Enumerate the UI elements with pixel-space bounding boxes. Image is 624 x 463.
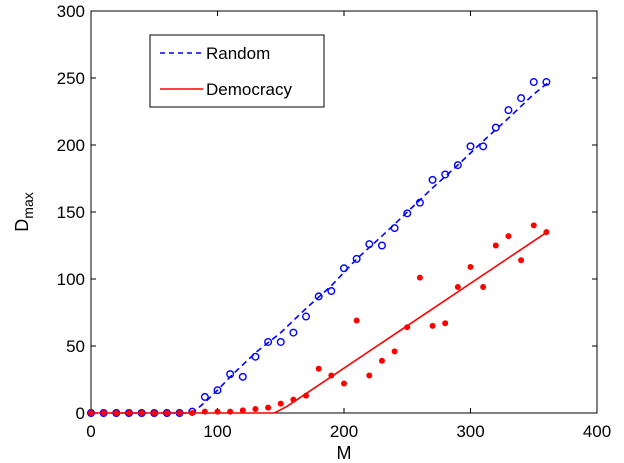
- y-tick-label: 200: [57, 136, 85, 155]
- x-axis-label: M: [337, 443, 352, 463]
- y-axis-label: Dmax: [12, 192, 36, 231]
- data-point-random: [276, 337, 285, 346]
- data-point-random: [504, 106, 513, 115]
- data-point-democracy: [265, 404, 272, 411]
- x-tick-label: 100: [203, 422, 231, 441]
- data-point-random: [238, 372, 247, 381]
- data-point-democracy: [277, 400, 284, 407]
- y-axis-label-main: D: [12, 219, 32, 232]
- data-point-democracy: [138, 410, 145, 416]
- y-tick-label: 50: [66, 337, 85, 356]
- data-point-democracy: [366, 372, 373, 379]
- data-point-democracy: [429, 322, 436, 329]
- y-tick-label: 0: [76, 404, 85, 423]
- data-point-democracy: [252, 405, 259, 412]
- data-point-democracy: [303, 392, 310, 399]
- y-tick-label: 300: [57, 2, 85, 21]
- data-point-random: [542, 78, 551, 87]
- data-point-democracy: [100, 410, 107, 416]
- data-point-democracy: [227, 408, 234, 415]
- data-point-random: [529, 78, 538, 87]
- data-point-random: [479, 142, 488, 151]
- data-point-random: [251, 352, 260, 361]
- data-point-democracy: [480, 284, 487, 291]
- data-point-democracy: [543, 229, 550, 236]
- data-point-democracy: [214, 408, 221, 415]
- data-point-democracy: [353, 317, 360, 324]
- legend-box: [149, 34, 325, 108]
- data-point-random: [213, 386, 222, 395]
- data-point-random: [264, 337, 273, 346]
- data-point-random: [200, 392, 209, 401]
- data-point-random: [314, 292, 323, 301]
- data-point-democracy: [416, 274, 423, 281]
- data-point-democracy: [189, 410, 196, 416]
- data-point-democracy: [113, 410, 120, 416]
- x-tick-label: 200: [330, 422, 358, 441]
- x-tick-label: 0: [86, 422, 95, 441]
- data-point-random: [226, 370, 235, 379]
- y-axis-ticks: 0 50 100 150 200 250 300: [57, 2, 597, 423]
- y-tick-label: 250: [57, 69, 85, 88]
- data-point-democracy: [125, 410, 132, 416]
- data-point-random: [428, 175, 437, 184]
- data-point-democracy: [341, 380, 347, 387]
- x-tick-label: 400: [583, 422, 611, 441]
- data-point-random: [441, 170, 450, 179]
- y-axis-label-subscript: max: [20, 192, 36, 218]
- svg-text:Dmax: Dmax: [12, 192, 36, 231]
- data-point-random: [377, 241, 386, 250]
- data-point-democracy: [328, 372, 335, 379]
- data-point-democracy: [454, 284, 461, 291]
- data-point-random: [453, 161, 462, 170]
- data-point-random: [365, 240, 374, 249]
- x-axis-ticks: 0 100 200 300 400: [86, 11, 611, 441]
- data-point-democracy: [315, 365, 322, 372]
- data-point-democracy: [151, 410, 158, 416]
- data-point-democracy: [378, 357, 385, 364]
- series-democracy: [88, 222, 550, 416]
- data-point-random: [491, 123, 500, 132]
- data-point-democracy: [176, 410, 183, 416]
- data-point-random: [327, 287, 336, 296]
- series-layer: [86, 78, 551, 418]
- y-tick-label: 150: [57, 203, 85, 222]
- data-point-democracy: [391, 348, 398, 355]
- data-point-democracy: [505, 233, 512, 240]
- y-tick-label: 100: [57, 270, 85, 289]
- data-point-democracy: [239, 407, 246, 414]
- data-point-random: [302, 312, 311, 321]
- legend-democracy-label: Democracy: [206, 80, 292, 99]
- data-point-democracy: [467, 263, 474, 270]
- data-point-random: [466, 142, 475, 151]
- x-tick-label: 300: [456, 422, 484, 441]
- data-point-random: [415, 198, 424, 207]
- series-line-democracy: [91, 230, 550, 414]
- data-point-democracy: [442, 320, 449, 327]
- data-point-democracy: [88, 410, 94, 416]
- data-point-democracy: [163, 410, 170, 416]
- data-point-democracy: [492, 242, 499, 249]
- data-point-random: [403, 209, 412, 218]
- legend-random-label: Random: [206, 44, 270, 63]
- data-point-democracy: [530, 222, 537, 229]
- data-point-democracy: [518, 257, 525, 264]
- legend: Random Democracy: [149, 34, 325, 108]
- data-point-random: [289, 328, 298, 337]
- data-point-random: [390, 224, 399, 233]
- data-point-democracy: [290, 396, 297, 403]
- data-point-random: [517, 94, 526, 103]
- data-point-democracy: [201, 408, 208, 415]
- data-point-random: [352, 254, 361, 263]
- data-point-democracy: [404, 324, 411, 331]
- data-point-random: [340, 264, 349, 273]
